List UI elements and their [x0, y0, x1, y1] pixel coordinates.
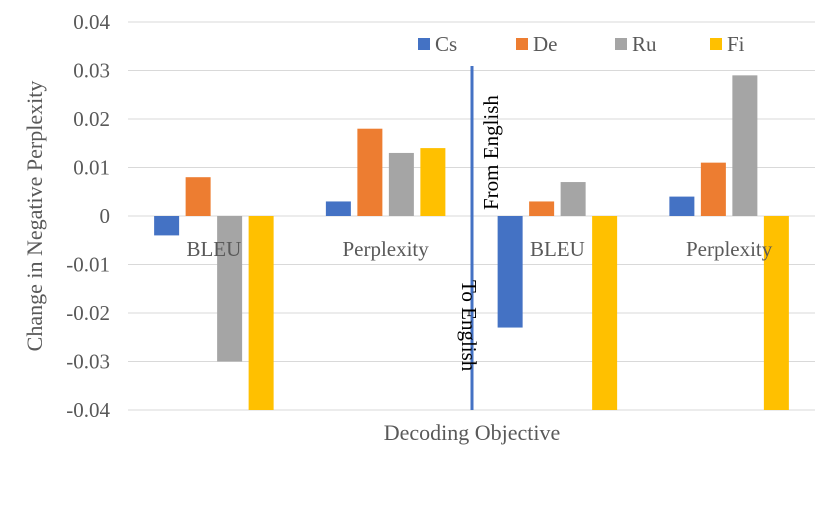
to-english-label: To English — [457, 280, 481, 372]
legend-swatch-cs — [418, 38, 430, 50]
legend-swatch-ru — [615, 38, 627, 50]
y-axis-title: Change in Negative Perplexity — [22, 81, 47, 352]
bar-fi-2 — [592, 216, 618, 410]
legend: Cs De Ru Fi — [418, 32, 745, 56]
bar-de-2 — [529, 201, 555, 216]
y-tick-label: -0.04 — [66, 398, 110, 422]
y-tick-label: 0.04 — [73, 10, 110, 34]
y-tick-label: 0.01 — [73, 156, 110, 180]
bar-cs-1 — [325, 201, 351, 216]
category-label: Perplexity — [342, 237, 429, 261]
bar-ru-2 — [560, 182, 586, 216]
bar-de-0 — [185, 177, 211, 216]
bar-de-1 — [357, 128, 383, 216]
from-english-label: From English — [479, 95, 503, 210]
category-labels: BLEU Perplexity BLEU Perplexity — [186, 237, 772, 261]
category-label: BLEU — [186, 237, 241, 261]
y-tick-label: -0.01 — [66, 253, 110, 277]
bar-de-3 — [700, 162, 726, 216]
bar-cs-3 — [669, 196, 695, 216]
legend-label-de: De — [533, 32, 558, 56]
bar-ru-0 — [217, 216, 243, 362]
bar-fi-0 — [248, 216, 274, 410]
legend-swatch-de — [516, 38, 528, 50]
legend-label-ru: Ru — [632, 32, 657, 56]
bars-group — [154, 75, 789, 410]
legend-label-fi: Fi — [727, 32, 745, 56]
y-tick-label: -0.02 — [66, 301, 110, 325]
bar-fi-1 — [420, 148, 446, 216]
bar-cs-0 — [154, 216, 180, 236]
y-tick-label: -0.03 — [66, 350, 110, 374]
legend-label-cs: Cs — [435, 32, 457, 56]
category-label: Perplexity — [686, 237, 773, 261]
bar-cs-2 — [497, 216, 523, 328]
y-tick-labels: 0.04 0.03 0.02 0.01 0 -0.01 -0.02 -0.03 -0.04 — [66, 10, 110, 422]
y-tick-label: 0 — [100, 204, 111, 228]
bar-ru-3 — [732, 75, 758, 216]
legend-swatch-fi — [710, 38, 722, 50]
category-label: BLEU — [530, 237, 585, 261]
bar-ru-1 — [388, 152, 414, 216]
bar-fi-3 — [763, 216, 789, 410]
y-tick-label: 0.02 — [73, 107, 110, 131]
y-tick-label: 0.03 — [73, 59, 110, 83]
x-axis-title: Decoding Objective — [384, 420, 561, 445]
